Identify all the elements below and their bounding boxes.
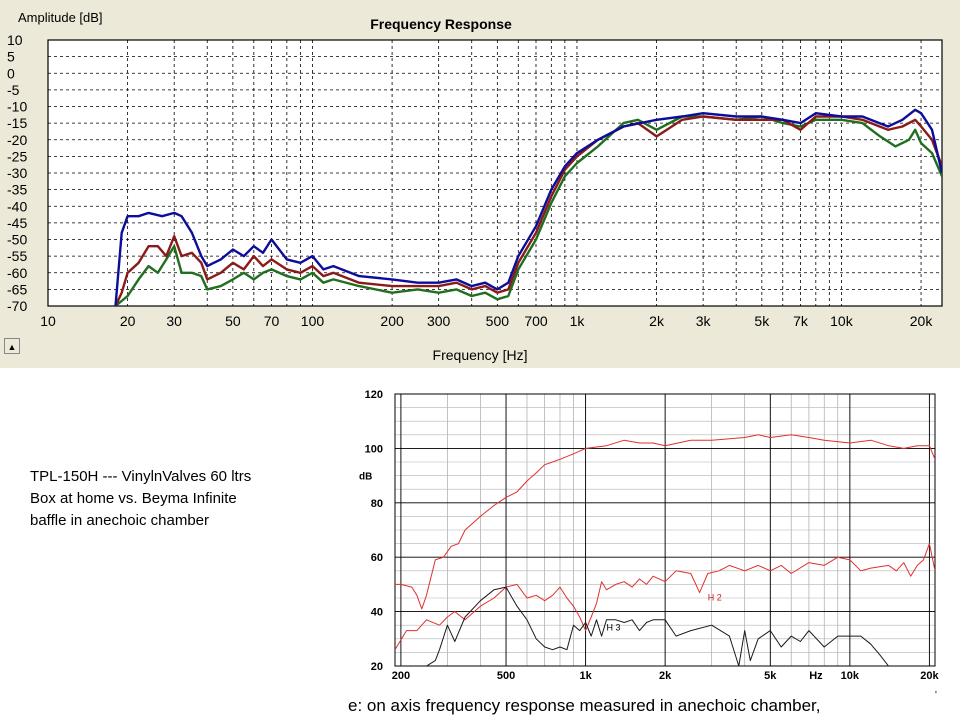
x-tick-label: 10k [841, 670, 860, 682]
series-group [395, 434, 935, 666]
x-tick-label: 70 [264, 313, 280, 329]
anechoic-response-chart: 20 40 60 80 100 120 200 500 1k 2k 5k 10k 20k dB Hz H 2 H… [359, 389, 939, 682]
x-tick-label: 7k [793, 313, 809, 329]
plot-frame [394, 393, 936, 667]
x-tick-label: 300 [427, 313, 451, 329]
y-tick-label: -40 [7, 198, 27, 214]
y-axis-label: dB [359, 472, 372, 483]
x-tick-label: 3k [696, 313, 712, 329]
top-frequency-response-chart: 1050-5-10-15-20-25-30-35-40-45-50-55-60-… [7, 10, 943, 363]
y-tick-label: -30 [7, 165, 27, 181]
y-axis-label: Amplitude [dB] [18, 10, 103, 25]
y-tick-label: -55 [7, 248, 27, 264]
note-line: baffle in anechoic chamber [30, 512, 210, 529]
y-tick-label: 40 [371, 607, 383, 619]
note-line: Box at home vs. Beyma Infinite [30, 490, 237, 507]
y-tick-label: 0 [7, 65, 15, 81]
x-tick-label: 50 [225, 313, 241, 329]
x-tick-label: 500 [497, 670, 515, 682]
y-tick-label: 120 [365, 389, 383, 401]
x-tick-label: 30 [166, 313, 182, 329]
series-annotation: H 3 [607, 623, 621, 633]
frequency-response-panel: 10 5 0 -5 -10 -15 -20 -25 -30 -35 -40 -45 -50 -55 -60-… [0, 0, 960, 368]
chart-title: Frequency Response [370, 16, 512, 32]
x-tick-label: 700 [524, 313, 548, 329]
y-tick-label: -65 [7, 281, 27, 297]
y-tick-label: -20 [7, 132, 27, 148]
x-tick-label: 2k [649, 313, 665, 329]
scroll-up-button[interactable]: ▲ [4, 338, 20, 354]
y-tick-label: -25 [7, 148, 27, 164]
x-tick-label: 5k [764, 670, 777, 682]
comparison-note: TPL-150H --- VinylnValves 60 ltrs Box at… [30, 466, 340, 532]
series-line [426, 586, 889, 666]
x-tick-label: 10 [40, 313, 56, 329]
y-tick-label: -50 [7, 232, 27, 248]
x-tick-label: 1k [579, 670, 592, 682]
y-tick-label: 100 [365, 443, 383, 455]
series-group [114, 108, 942, 306]
y-tick-label: -70 [7, 298, 27, 314]
caption-tail: ' [935, 690, 937, 701]
x-tick-label: 200 [392, 670, 410, 682]
x-tick-label: 500 [486, 313, 510, 329]
series-annotation: H 2 [708, 593, 722, 603]
series-line [114, 108, 942, 306]
series-line [395, 543, 935, 650]
x-axis-label: Hz [809, 670, 823, 682]
x-tick-label: 20k [910, 313, 934, 329]
y-tick-label: 80 [371, 498, 383, 510]
x-tick-label: 10k [830, 313, 854, 329]
y-tick-label: -5 [7, 82, 20, 98]
x-tick-label: 200 [380, 313, 404, 329]
y-tick-label: -45 [7, 215, 27, 231]
x-axis-label: Frequency [Hz] [433, 347, 528, 363]
x-tick-label: 1k [570, 313, 586, 329]
y-tick-label: 20 [371, 661, 383, 673]
x-tick-label: 100 [301, 313, 325, 329]
series-line [114, 115, 942, 306]
series-line [114, 115, 942, 306]
y-tick-label: 10 [7, 32, 23, 48]
note-line: TPL-150H --- VinylnValves 60 ltrs [30, 468, 252, 485]
y-tick-label: 60 [371, 552, 383, 564]
figure-caption: e: on axis frequency response measured i… [348, 696, 821, 715]
y-tick-label: -60 [7, 265, 27, 281]
y-tick-label: -10 [7, 99, 27, 115]
x-tick-label: 20 [120, 313, 136, 329]
y-tick-label: 5 [7, 49, 15, 65]
series-line [395, 434, 935, 610]
x-tick-label: 5k [754, 313, 770, 329]
y-tick-label: -15 [7, 115, 27, 131]
y-tick-label: -35 [7, 182, 27, 198]
x-tick-label: 20k [920, 670, 939, 682]
x-tick-label: 2k [659, 670, 672, 682]
